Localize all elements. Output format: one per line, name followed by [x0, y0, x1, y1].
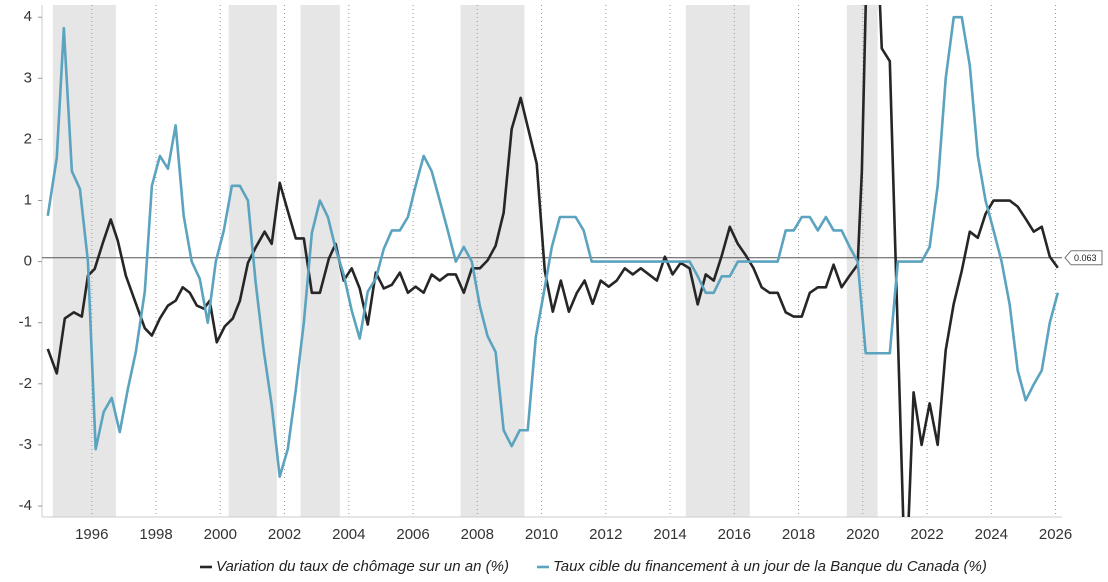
x-tick-label: 2002	[268, 526, 301, 543]
x-tick-label: 2016	[718, 526, 751, 543]
lines	[42, 5, 1062, 517]
x-tick-label: 2022	[910, 526, 943, 543]
shaded-bands	[52, 5, 878, 517]
x-tick-label: 2026	[1039, 526, 1072, 543]
x-tick-label: 2000	[204, 526, 237, 543]
y-tick-label: -3	[19, 436, 32, 453]
x-tick-label: 2014	[653, 526, 686, 543]
shaded-period	[846, 5, 878, 517]
x-tick-label: 2012	[589, 526, 622, 543]
y-tick-label: 1	[24, 191, 32, 208]
labels: 1996 1998 2000 2002 2004 2006 2008 2010 2012 2014…	[19, 8, 1103, 575]
x-tick-label: 2006	[396, 526, 429, 543]
series-line	[46, 5, 1059, 517]
x-tick-label: 2008	[461, 526, 494, 543]
x-tick-label: 1996	[75, 526, 108, 543]
shaded-period	[52, 5, 116, 517]
x-tick-label: 2020	[846, 526, 879, 543]
y-tick-label: 4	[24, 8, 32, 25]
x-tick-label: 2004	[332, 526, 365, 543]
reference-callout	[1064, 250, 1103, 266]
x-tick-label: 2018	[782, 526, 815, 543]
y-tick-label: -1	[19, 314, 32, 331]
y-tick-label: 2	[24, 130, 32, 147]
legend-label: Variation du taux de chômage sur un an (…	[216, 558, 509, 575]
x-tick-label: 2010	[525, 526, 558, 543]
x-tick-label: 2024	[975, 526, 1008, 543]
y-tick-label: -4	[19, 497, 32, 514]
series-line	[46, 15, 1060, 478]
reference-label: 0.063	[1074, 253, 1097, 263]
y-tick-label: 3	[24, 69, 32, 86]
legend-label: Taux cible du financement à un jour de l…	[553, 558, 987, 575]
y-tick-label: -2	[19, 375, 32, 392]
x-tick-label: 1998	[139, 526, 172, 543]
y-tick-label: 0	[24, 253, 32, 270]
